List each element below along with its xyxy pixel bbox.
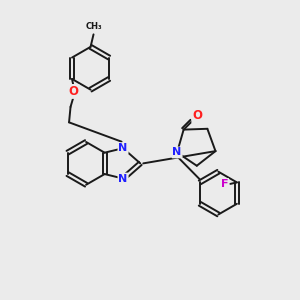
Text: N: N xyxy=(118,143,128,153)
Text: CH₃: CH₃ xyxy=(85,22,102,31)
Text: N: N xyxy=(118,173,128,184)
Text: O: O xyxy=(68,85,79,98)
Text: O: O xyxy=(192,110,202,122)
Text: N: N xyxy=(172,148,182,158)
Text: F: F xyxy=(221,179,228,189)
